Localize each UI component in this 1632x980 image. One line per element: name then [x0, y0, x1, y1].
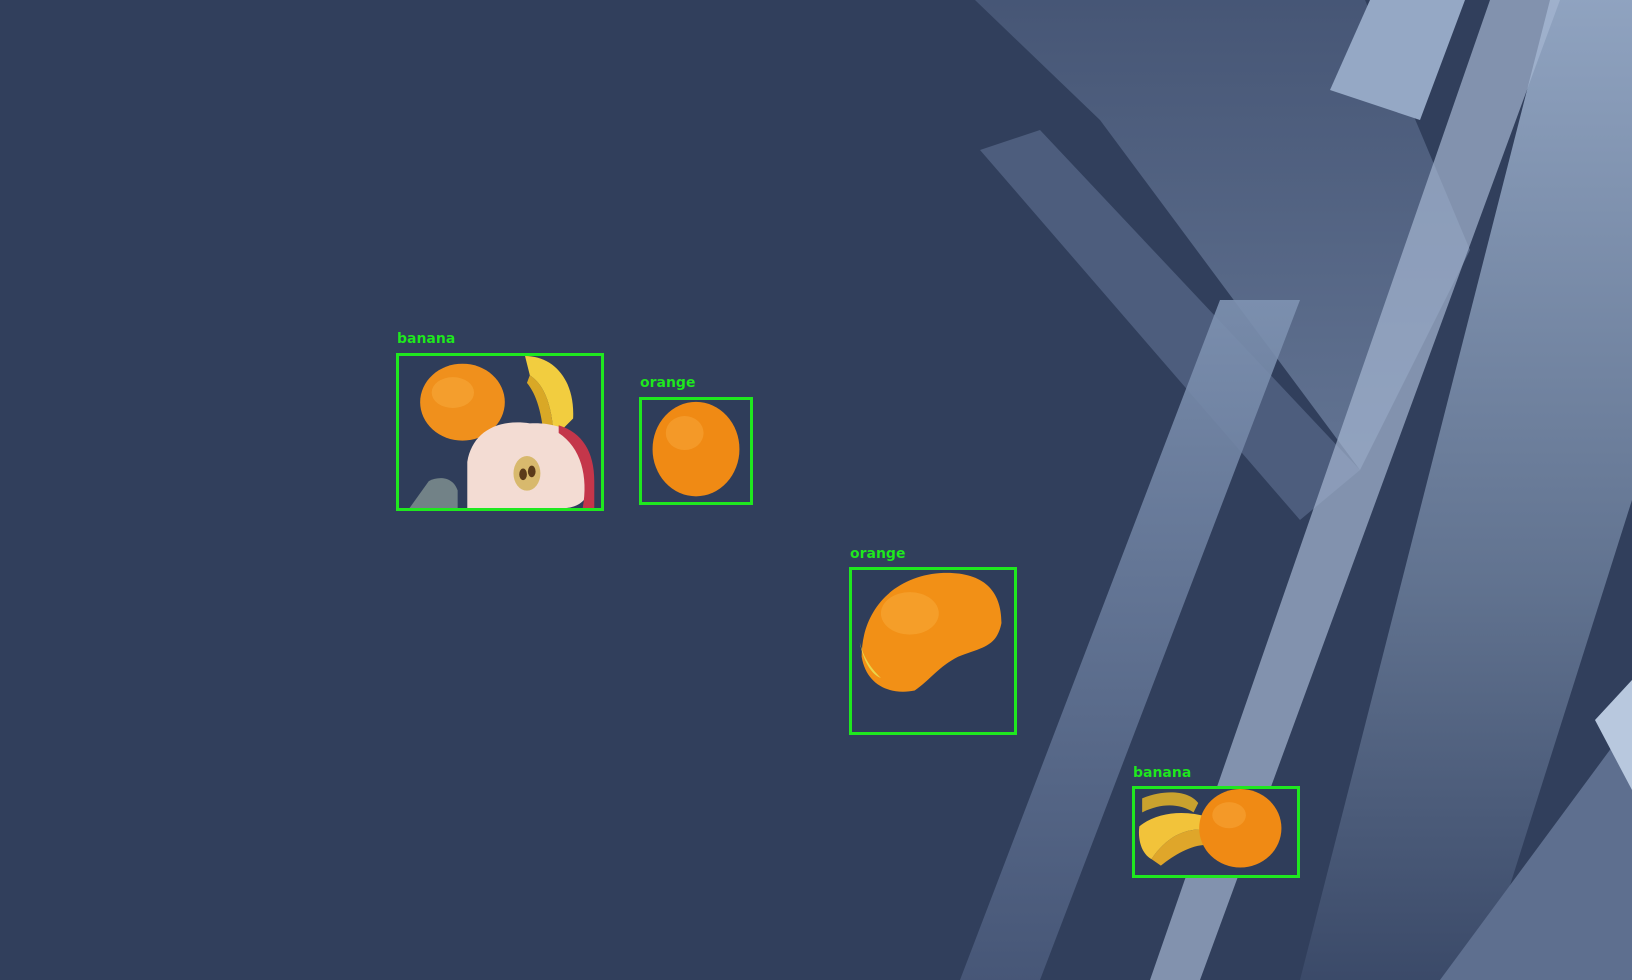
detection-label: banana — [397, 331, 456, 347]
fruit-image — [1138, 789, 1282, 868]
fruit-image — [859, 572, 1002, 692]
detection-box — [639, 397, 753, 505]
detection-label: banana — [1133, 765, 1192, 781]
fruit-image — [652, 401, 740, 497]
detection-box — [396, 353, 604, 511]
detection-box — [849, 567, 1017, 735]
detection-label: orange — [850, 546, 906, 562]
fruit-image — [409, 356, 595, 508]
detection-label: orange — [640, 375, 696, 391]
detection-box — [1132, 786, 1300, 878]
